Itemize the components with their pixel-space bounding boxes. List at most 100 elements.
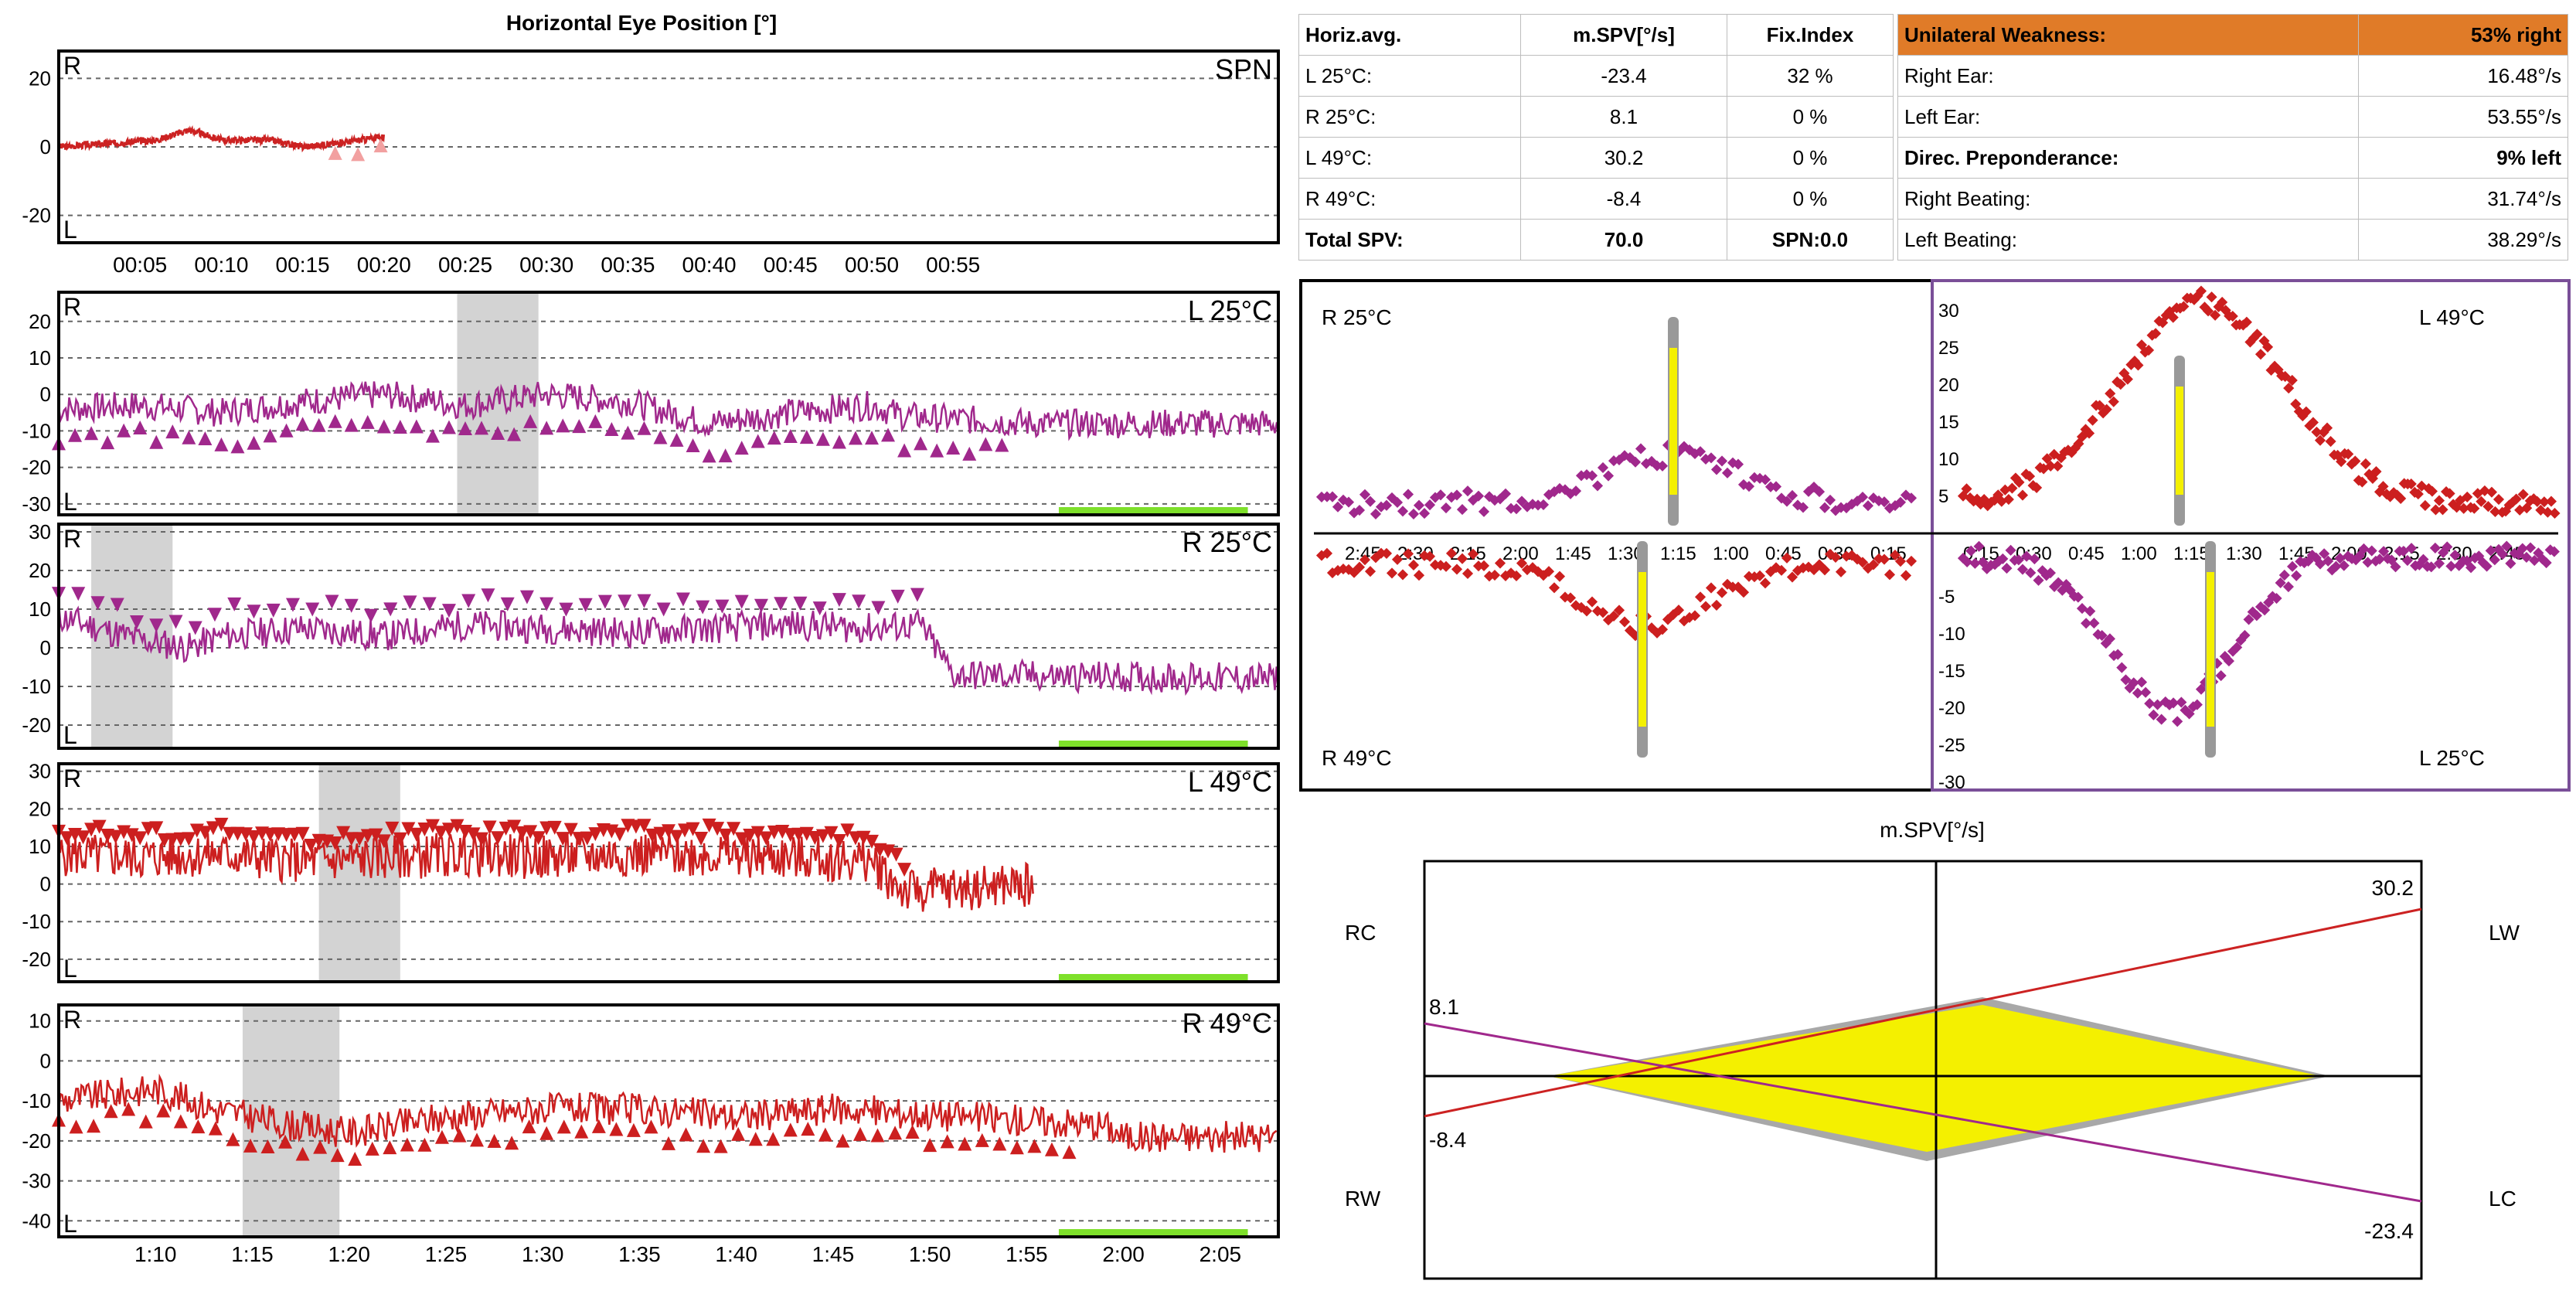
- mspv-diagram: 30.2 -23.4 8.1 -8.4 RC RW LW LC: [1345, 860, 2520, 1280]
- weakness-table: Unilateral Weakness: 53% right Right Ear…: [1897, 14, 2569, 261]
- time-tick-label: 1:35: [618, 1242, 661, 1266]
- y-tick-label: 30: [29, 520, 51, 543]
- nystagmus-marker: [133, 831, 148, 846]
- side-label-bottom: L: [63, 721, 77, 749]
- side-label-bottom: L: [63, 955, 77, 983]
- table-row: R 25°C: 8.1 0 %: [1298, 96, 1894, 138]
- time-tick-label: 00:30: [519, 253, 573, 277]
- left-ear-label: Left Ear:: [1897, 96, 2359, 138]
- nystagmus-marker: [578, 598, 593, 612]
- row-fix: SPN:0.0: [1727, 219, 1894, 261]
- row-label: R 49°C:: [1298, 178, 1521, 220]
- nystagmus-marker: [383, 1140, 397, 1155]
- nystagmus-marker: [597, 594, 612, 609]
- time-tick-label: 1:40: [715, 1242, 757, 1266]
- y-tick-label: 0: [40, 636, 51, 659]
- nystagmus-marker: [365, 1141, 379, 1156]
- time-tick-label: 00:20: [357, 253, 411, 277]
- nystagmus-marker: [556, 832, 570, 846]
- data-point: [2116, 662, 2128, 673]
- data-point: [2442, 541, 2453, 553]
- y-tick-label: 30: [29, 760, 51, 783]
- nystagmus-marker: [612, 827, 627, 842]
- panel-frame: [57, 523, 1280, 750]
- nystagmus-marker: [507, 427, 522, 441]
- y-tick-label: -15: [1938, 661, 1965, 682]
- time-tick-label: 00:10: [194, 253, 248, 277]
- nystagmus-marker: [344, 417, 359, 432]
- nystagmus-marker: [110, 598, 124, 612]
- panel-frame: [57, 1003, 1280, 1238]
- nystagmus-marker: [461, 594, 476, 608]
- averages-table: Horiz.avg. m.SPV[°/s] Fix.Index L 25°C: …: [1298, 14, 1894, 261]
- nystagmus-marker: [328, 836, 342, 851]
- marker-bar: [1669, 348, 1677, 495]
- nystagmus-marker: [173, 1114, 188, 1129]
- data-point: [2094, 400, 2105, 411]
- data-point: [2444, 488, 2455, 499]
- y-tick-label: -25: [1938, 735, 1965, 756]
- data-point: [1537, 499, 1550, 510]
- nystagmus-marker: [856, 830, 871, 845]
- data-point: [2096, 629, 2108, 642]
- data-point: [2101, 404, 2112, 415]
- nystagmus-marker: [727, 822, 741, 836]
- side-label-top: R: [63, 765, 81, 792]
- nystagmus-marker: [400, 1137, 414, 1152]
- time-tick-label: 2:05: [1200, 1242, 1242, 1266]
- y-tick-label: 0: [40, 383, 51, 406]
- y-tick-label: -20: [22, 948, 51, 971]
- nystagmus-marker: [313, 1139, 328, 1154]
- nystagmus-marker: [295, 826, 310, 841]
- trace-line: [57, 380, 1279, 441]
- nystagmus-marker: [278, 1134, 293, 1149]
- dp-value: 9% left: [2357, 137, 2569, 179]
- nystagmus-marker: [678, 823, 692, 838]
- nystagmus-marker: [702, 448, 716, 463]
- nystagmus-marker: [409, 419, 424, 434]
- data-point: [1440, 502, 1452, 514]
- nystagmus-marker: [645, 828, 659, 843]
- nystagmus-marker: [930, 443, 944, 458]
- value-lw: 30.2: [2372, 876, 2414, 900]
- y-tick-label: -30: [22, 1170, 51, 1193]
- nystagmus-marker: [328, 414, 342, 428]
- nystagmus-marker: [393, 832, 407, 846]
- panel-label: R 25°C: [1183, 526, 1272, 558]
- data-point: [2425, 561, 2437, 573]
- data-point: [2271, 592, 2282, 605]
- nystagmus-marker: [376, 419, 391, 434]
- time-tick-label: 00:05: [113, 253, 167, 277]
- trace-line: [57, 1073, 1278, 1153]
- data-point: [2418, 553, 2429, 565]
- nystagmus-marker: [515, 826, 529, 840]
- freyer-title: m.SPV[°/s]: [1880, 818, 1985, 842]
- x-tick-label: 1:45: [1555, 543, 1591, 564]
- data-point: [1342, 496, 1355, 508]
- right-beating-label: Right Beating:: [1897, 178, 2359, 220]
- nystagmus-marker: [656, 602, 671, 617]
- time-tick-label: 00:55: [926, 253, 980, 277]
- panel-label: L 49°C: [1188, 766, 1272, 798]
- nystagmus-marker: [84, 426, 99, 441]
- data-point: [1516, 557, 1528, 569]
- data-point: [2334, 553, 2346, 564]
- nystagmus-marker: [890, 589, 905, 604]
- nystagmus-marker: [260, 1139, 275, 1153]
- nystagmus-marker: [441, 420, 456, 434]
- time-tick-label: 00:15: [276, 253, 330, 277]
- nystagmus-marker: [458, 421, 472, 436]
- label-r25: R 25°C: [1322, 305, 1392, 329]
- data-point: [1543, 566, 1555, 577]
- nystagmus-marker: [328, 145, 342, 160]
- data-point: [2033, 574, 2044, 586]
- nystagmus-marker: [731, 1126, 746, 1141]
- nystagmus-marker: [696, 1139, 711, 1153]
- data-point: [1510, 570, 1523, 582]
- nystagmus-marker: [311, 417, 326, 432]
- y-tick-label: 15: [1938, 412, 1959, 433]
- data-point: [2176, 696, 2187, 708]
- data-point: [1489, 569, 1501, 581]
